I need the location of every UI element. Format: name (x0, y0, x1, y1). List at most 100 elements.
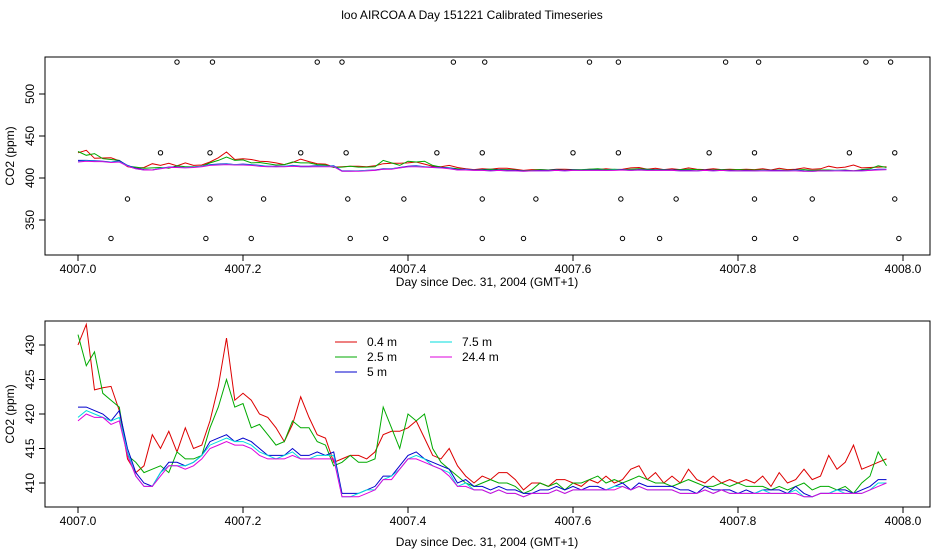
flag-point (260, 196, 267, 202)
flag-point (345, 196, 351, 202)
legend-label-s75: 7.5 m (462, 335, 492, 349)
bot-x-tick-label: 4007.2 (225, 514, 262, 528)
bot-series-s244 (77, 413, 887, 498)
bottom-y-axis-label: CO2 (ppm) (3, 384, 17, 443)
flag-point (673, 196, 679, 202)
bot-y-tick-label: 410 (23, 473, 37, 493)
top-y-tick-label: 400 (23, 168, 37, 188)
flag-point (863, 59, 869, 65)
top-series-s244 (77, 160, 887, 172)
flag-point (174, 59, 180, 65)
flag-point (809, 196, 815, 202)
legend-label-s244: 24.4 m (462, 350, 499, 364)
flag-point (401, 196, 407, 202)
bottom-y-axis: 410 415 420 425 430 (23, 335, 45, 493)
flag-point (892, 150, 898, 156)
flag-point (479, 196, 485, 202)
top-plot-frame (44, 56, 931, 256)
top-series-s25 (77, 151, 887, 172)
flag-point (207, 150, 213, 156)
flag-point (892, 196, 898, 202)
flag-point (157, 150, 164, 156)
flag-point (520, 235, 527, 242)
flag-point (619, 235, 626, 242)
bottom-x-axis: 4007.0 4007.2 4007.4 4007.6 4007.8 4008.0 (60, 507, 922, 528)
bot-y-tick-label: 420 (23, 404, 37, 424)
flag-point (755, 59, 762, 65)
bot-series-s5 (78, 406, 887, 498)
flag-point (108, 235, 114, 242)
flag-point (586, 59, 593, 65)
flag-point (896, 235, 902, 242)
top-y-axis: 350 400 450 500 (23, 84, 45, 230)
flag-point (482, 59, 488, 65)
top-x-axis-label: Day since Dec. 31, 2004 (GMT+1) (396, 275, 578, 289)
bot-y-tick-label: 425 (23, 369, 37, 389)
flag-point (383, 235, 389, 242)
flag-point (298, 150, 304, 156)
flag-point (618, 196, 624, 202)
legend-label-s5: 5 m (367, 365, 387, 379)
flag-point (248, 235, 254, 242)
flag-point (434, 150, 440, 156)
top-x-tick-label: 4007.0 (60, 262, 97, 276)
bot-x-tick-label: 4007.0 (60, 514, 97, 528)
top-flag-points (108, 59, 902, 242)
bot-x-tick-label: 4007.8 (720, 514, 757, 528)
flag-point (479, 150, 485, 156)
top-x-tick-label: 4007.6 (555, 262, 592, 276)
bot-x-tick-label: 4008.0 (885, 514, 922, 528)
flag-point (533, 196, 539, 202)
flag-point (656, 235, 663, 242)
flag-point (314, 59, 320, 65)
top-x-axis: 4007.0 4007.2 4007.4 4007.6 4007.8 4008.0 (60, 255, 922, 276)
top-x-tick-label: 4007.8 (720, 262, 757, 276)
flag-point (615, 150, 622, 156)
top-y-axis-label: CO2 (ppm) (3, 126, 17, 185)
flag-point (339, 59, 345, 65)
flag-point (751, 196, 758, 202)
top-y-tick-label: 450 (23, 126, 37, 146)
top-x-tick-label: 4007.4 (390, 262, 427, 276)
legend-label-s25: 2.5 m (367, 350, 397, 364)
flag-point (209, 59, 216, 65)
bot-y-tick-label: 415 (23, 438, 37, 458)
flag-point (570, 150, 576, 156)
flag-point (722, 59, 729, 65)
flag-point (615, 59, 622, 65)
flag-point (793, 235, 799, 242)
top-y-tick-label: 500 (23, 84, 37, 104)
legend-label-s04: 0.4 m (367, 335, 397, 349)
bot-x-tick-label: 4007.4 (390, 514, 427, 528)
top-x-tick-label: 4007.2 (225, 262, 262, 276)
chart-title: loo AIRCOA A Day 151221 Calibrated Times… (341, 8, 602, 22)
flag-point (124, 196, 131, 202)
bot-series-s04 (77, 322, 887, 491)
bottom-panel: 410 415 420 425 430 4007.0 4007.2 4007.4 4007.6… (3, 320, 931, 549)
flag-point (450, 59, 457, 65)
bottom-series-lines (77, 322, 887, 498)
top-series-lines (77, 149, 887, 172)
legend: 0.4 m2.5 m5 m 7.5 m24.4 m (335, 335, 499, 379)
flag-point (751, 150, 758, 156)
flag-point (706, 150, 712, 156)
top-y-tick-label: 350 (23, 210, 37, 230)
bottom-x-axis-label: Day since Dec. 31, 2004 (GMT+1) (396, 535, 578, 549)
flag-point (207, 196, 213, 202)
top-x-tick-label: 4008.0 (885, 262, 922, 276)
bot-series-s75 (77, 410, 887, 498)
flag-point (347, 235, 353, 242)
bot-series-s25 (77, 334, 887, 495)
top-series-s04 (77, 149, 887, 171)
flag-point (751, 235, 758, 242)
bot-y-tick-label: 430 (23, 335, 37, 355)
bot-x-tick-label: 4007.6 (555, 514, 592, 528)
flag-point (343, 150, 349, 156)
flag-point (846, 150, 853, 156)
flag-point (887, 59, 894, 65)
flag-point (203, 235, 209, 242)
flag-point (479, 235, 485, 242)
